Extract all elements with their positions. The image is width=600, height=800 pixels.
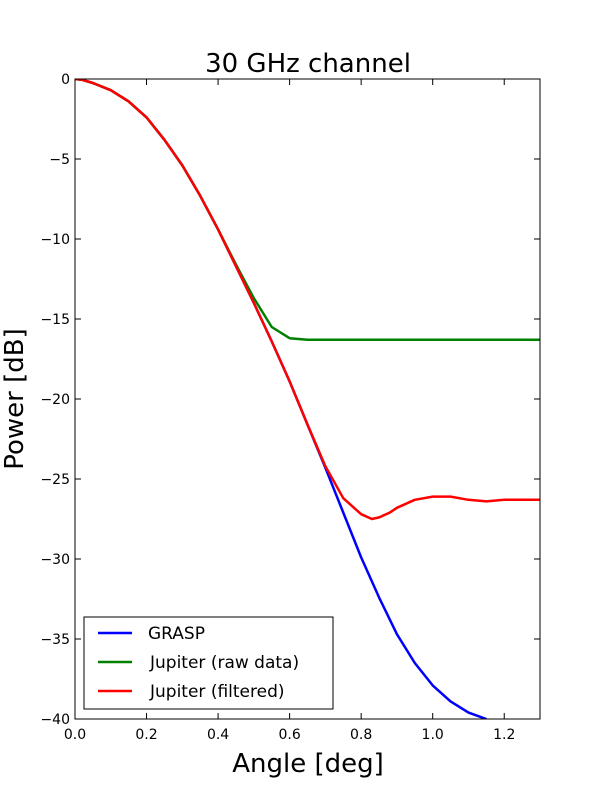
- legend-entry-jupiter-raw: Jupiter (raw data): [98, 653, 299, 673]
- series-layer: [75, 79, 540, 719]
- series-line-jupiter-raw-data: [75, 79, 540, 342]
- x-tick-label: 1.2: [493, 727, 515, 743]
- legend-label-grasp: GRASP: [148, 624, 205, 644]
- legend-entry-grasp: GRASP: [98, 624, 205, 644]
- x-tick-label: 0.4: [207, 727, 229, 743]
- legend-label-jupiter-filtered: Jupiter (filtered): [149, 682, 285, 702]
- y-tick-label: −15: [40, 312, 70, 328]
- y-tick-label: −30: [40, 552, 70, 568]
- x-tick-label: 0.0: [64, 727, 86, 743]
- y-tick-label: −20: [40, 392, 70, 408]
- ticks-layer: 0.0 0.2 0.4 0.6 0.8 1.0 1.2 0 −5 −10 −15 −20 −25 −30 −…: [40, 72, 540, 743]
- y-tick-label: −35: [40, 632, 70, 648]
- legend-label-jupiter-raw: Jupiter (raw data): [149, 653, 299, 673]
- series-line-jupiter-filtered: [75, 79, 540, 521]
- y-axis-title: Power [dB]: [0, 328, 30, 470]
- y-tick-label: −40: [40, 712, 70, 728]
- x-tick-label: 0.6: [278, 727, 300, 743]
- x-axis-title: Angle [deg]: [232, 749, 384, 779]
- legend-entry-jupiter-filtered: Jupiter (filtered): [98, 682, 285, 702]
- x-tick-label: 0.2: [135, 727, 157, 743]
- y-tick-label: −5: [49, 152, 70, 168]
- x-tick-label: 0.8: [350, 727, 372, 743]
- legend: GRASP Jupiter (raw data) Jupiter (filter…: [83, 616, 334, 710]
- y-tick-label: −25: [40, 472, 70, 488]
- y-tick-label: −10: [40, 232, 70, 248]
- y-tick-label: 0: [61, 72, 70, 88]
- chart-title: 30 GHz channel: [205, 49, 411, 79]
- x-tick-label: 1.0: [422, 727, 444, 743]
